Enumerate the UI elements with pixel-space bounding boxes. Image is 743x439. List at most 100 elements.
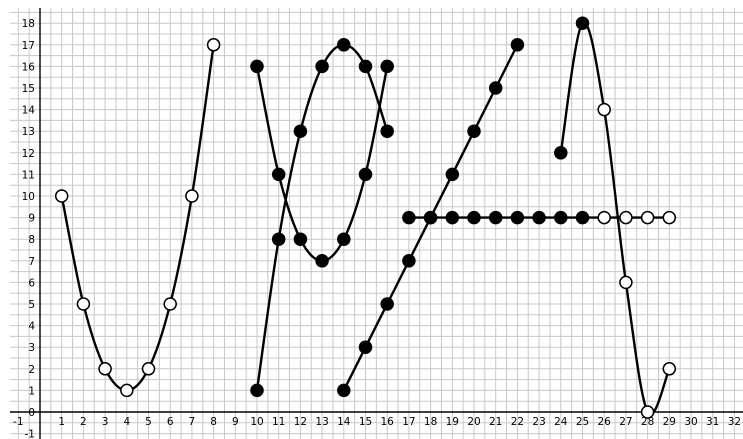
series-5-point	[402, 210, 416, 225]
tick-labels: -1 1 2 3 4 5 6 7 8 9 10 11 12 13 14 15 16 17 18 19 20 21 22 23 2…	[13, 18, 741, 439]
x-tick-label: 29	[663, 416, 676, 428]
y-tick-label: 13	[22, 126, 35, 138]
x-tick-label: 8	[210, 416, 217, 428]
x-tick-label: 16	[381, 416, 395, 428]
x-tick-label: 13	[315, 416, 328, 428]
x-tick-label: 12	[294, 416, 307, 428]
series-1-point	[141, 362, 156, 376]
y-tick-label: 2	[28, 364, 35, 376]
series-2-point	[250, 59, 264, 74]
series-4-point	[510, 38, 525, 52]
x-tick-label: 21	[489, 416, 502, 428]
series-5-point	[532, 210, 546, 225]
x-tick-label: 25	[576, 416, 589, 428]
series-5-point	[662, 210, 677, 225]
series-1-point	[163, 297, 177, 311]
x-tick-label: 19	[446, 416, 459, 428]
x-tick-label: 10	[250, 416, 263, 428]
series-5-point	[575, 210, 590, 225]
x-tick-label: 4	[123, 416, 130, 428]
y-tick-label: 12	[22, 148, 35, 160]
series-1-point	[54, 189, 69, 203]
x-tick-label: 2	[80, 416, 87, 428]
y-tick-label: 8	[28, 234, 35, 246]
series-5-point	[423, 210, 438, 225]
series-4-point	[445, 167, 460, 182]
series-4-point	[402, 254, 416, 268]
y-tick-label: 15	[22, 83, 35, 95]
series-5-point	[510, 210, 525, 225]
x-tick-label: 20	[467, 416, 480, 428]
y-tick-label: 10	[22, 191, 35, 203]
x-tick-label: 6	[167, 416, 174, 428]
x-tick-label: 27	[619, 416, 632, 428]
series-5-point	[619, 210, 633, 225]
x-tick-label: 31	[706, 416, 719, 428]
x-tick-label: 3	[102, 416, 109, 428]
series-4-point	[467, 124, 481, 138]
series-4-point	[337, 383, 351, 398]
x-tick-label: 15	[359, 416, 372, 428]
x-tick-label: 7	[189, 416, 196, 428]
series-3-point	[380, 124, 394, 138]
series-4-point	[380, 297, 394, 311]
series-3-point	[315, 59, 329, 74]
series-4-point	[358, 340, 373, 354]
series-5-point	[640, 210, 655, 225]
x-tick-label: 5	[145, 416, 152, 428]
x-tick-label: 9	[232, 416, 239, 428]
series-1-point	[76, 297, 91, 311]
axes	[10, 8, 743, 439]
x-tick-label: 24	[554, 416, 568, 428]
y-tick-label: 4	[28, 321, 35, 333]
series-6-point	[554, 146, 568, 160]
series-6-point	[597, 102, 611, 117]
y-tick-label: 1	[28, 385, 35, 397]
y-tick-label: 0	[28, 407, 35, 419]
series-5-point	[554, 210, 568, 225]
series-6-point	[662, 362, 677, 376]
x-tick-label: 17	[402, 416, 415, 428]
y-tick-label: -1	[25, 429, 35, 439]
series-6-point	[619, 275, 633, 290]
y-tick-label: 7	[28, 256, 35, 268]
series-3-point	[358, 59, 373, 74]
x-tick-label: -1	[13, 416, 23, 428]
series-5-point	[445, 210, 460, 225]
series-3-point	[337, 38, 351, 52]
series-5-point	[467, 210, 481, 225]
series-3-point	[250, 383, 264, 398]
x-tick-label: 23	[532, 416, 545, 428]
y-tick-label: 3	[28, 342, 35, 354]
series-3-point	[271, 232, 286, 246]
x-tick-label: 22	[511, 416, 524, 428]
grid	[10, 8, 743, 439]
series-6-point	[640, 405, 655, 419]
y-tick-label: 6	[28, 277, 35, 289]
series-5-point	[488, 210, 503, 225]
x-tick-label: 11	[272, 416, 285, 428]
series-3-point	[293, 124, 308, 138]
series-5-point	[597, 210, 611, 225]
x-tick-label: 28	[641, 416, 654, 428]
series-1-point	[185, 189, 199, 203]
series-2-point	[271, 167, 286, 182]
series-2-point	[315, 254, 329, 268]
series-2-point	[337, 232, 351, 246]
y-tick-label: 17	[22, 40, 35, 52]
x-tick-label: 14	[337, 416, 351, 428]
y-tick-label: 16	[22, 61, 36, 73]
x-tick-label: 18	[424, 416, 437, 428]
series-1-point	[98, 362, 112, 376]
series-4-point	[488, 81, 503, 95]
series-2-point	[293, 232, 308, 246]
y-tick-label: 14	[22, 105, 36, 117]
data-points	[54, 16, 677, 419]
series-2-point	[380, 59, 394, 74]
y-tick-label: 5	[28, 299, 35, 311]
series-2-point	[358, 167, 373, 182]
series-1-point	[120, 383, 134, 398]
series-6-point	[575, 16, 590, 30]
